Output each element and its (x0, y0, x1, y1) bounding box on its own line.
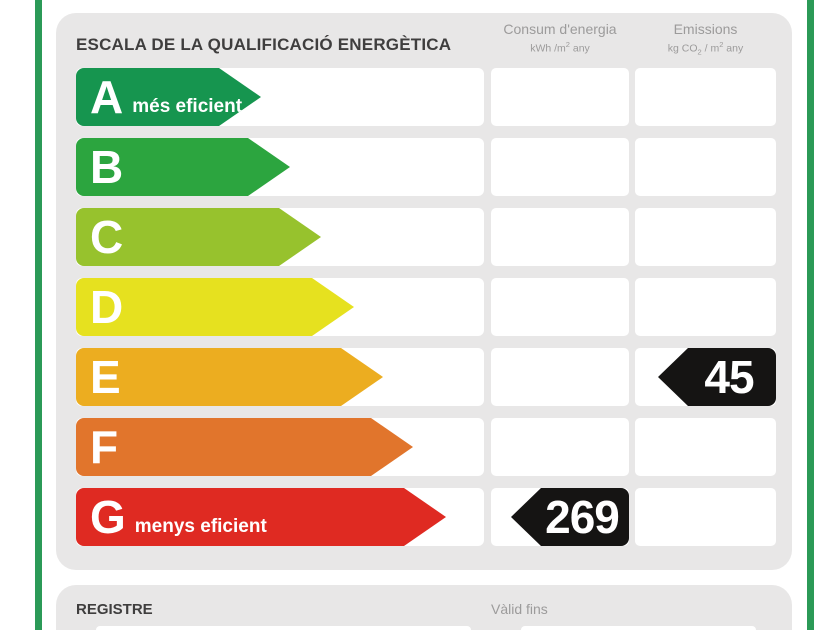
consum-column-unit: kWh /m2 any (530, 40, 590, 55)
consum-value-arrow: 269 (511, 488, 629, 546)
rating-arrow-e: E (76, 348, 383, 406)
emissions-column-header: Emissions kg CO2 / m2 any (635, 22, 776, 57)
rating-bar-cell: G menys eficient (76, 488, 484, 546)
efficiency-note-best: més eficient (132, 96, 243, 117)
consum-cell (491, 208, 629, 266)
valid-fins-label: Vàlid fins (491, 601, 548, 617)
rating-arrow-f: F (76, 418, 413, 476)
rating-row-b: B (56, 138, 792, 196)
registre-field-strip (96, 626, 471, 630)
consum-column-label: Consum d'energia (503, 21, 617, 37)
rating-arrow-a: A més eficient (76, 68, 261, 126)
rating-bar-cell: E (76, 348, 484, 406)
consum-cell (491, 278, 629, 336)
rating-letter: G (90, 491, 126, 543)
rating-row-e: E 45 (56, 348, 792, 406)
rating-arrow-d: D (76, 278, 354, 336)
consum-cell (491, 68, 629, 126)
emissions-column-unit: kg CO2 / m2 any (667, 40, 744, 57)
emissions-value-arrow: 45 (658, 348, 776, 406)
rating-bar-cell: A més eficient (76, 68, 484, 126)
emissions-cell (635, 418, 776, 476)
emissions-cell (635, 488, 776, 546)
consum-cell (491, 138, 629, 196)
emissions-cell (635, 138, 776, 196)
rating-row-f: F (56, 418, 792, 476)
emissions-column-label: Emissions (673, 21, 738, 37)
consum-cell: 269 (491, 488, 629, 546)
emissions-cell (635, 208, 776, 266)
valid-fins-field-strip (521, 626, 756, 630)
energy-scale-panel: ESCALA DE LA QUALIFICACIÓ ENERGÈTICA Con… (56, 13, 792, 570)
rating-row-a: A més eficient (56, 68, 792, 126)
rating-letter: A (90, 71, 124, 123)
right-accent-bar (807, 0, 814, 630)
rating-bar-cell: F (76, 418, 484, 476)
rating-row-d: D (56, 278, 792, 336)
consum-cell (491, 418, 629, 476)
emissions-value: 45 (704, 351, 754, 403)
rating-rows: A més eficient B (56, 68, 792, 558)
emissions-cell (635, 68, 776, 126)
rating-bar-cell: D (76, 278, 484, 336)
rating-arrow-c: C (76, 208, 321, 266)
emissions-cell: 45 (635, 348, 776, 406)
registre-label: REGISTRE (76, 601, 153, 618)
rating-letter: D (90, 281, 124, 333)
consum-column-header: Consum d'energia kWh /m2 any (491, 22, 629, 55)
consum-cell (491, 348, 629, 406)
rating-row-g: G menys eficient 269 (56, 488, 792, 546)
rating-letter: F (90, 421, 119, 473)
rating-letter: E (90, 351, 121, 403)
registre-panel: REGISTRE Vàlid fins (56, 585, 792, 630)
rating-arrow-b: B (76, 138, 290, 196)
rating-bar-cell: C (76, 208, 484, 266)
efficiency-note-worst: menys eficient (134, 516, 267, 537)
rating-letter: C (90, 211, 124, 263)
rating-bar-cell: B (76, 138, 484, 196)
rating-letter: B (90, 141, 124, 193)
consum-value: 269 (545, 491, 620, 543)
rating-arrow-g: G menys eficient (76, 488, 446, 546)
scale-title: ESCALA DE LA QUALIFICACIÓ ENERGÈTICA (76, 35, 452, 54)
rating-row-c: C (56, 208, 792, 266)
emissions-cell (635, 278, 776, 336)
left-accent-bar (35, 0, 42, 630)
